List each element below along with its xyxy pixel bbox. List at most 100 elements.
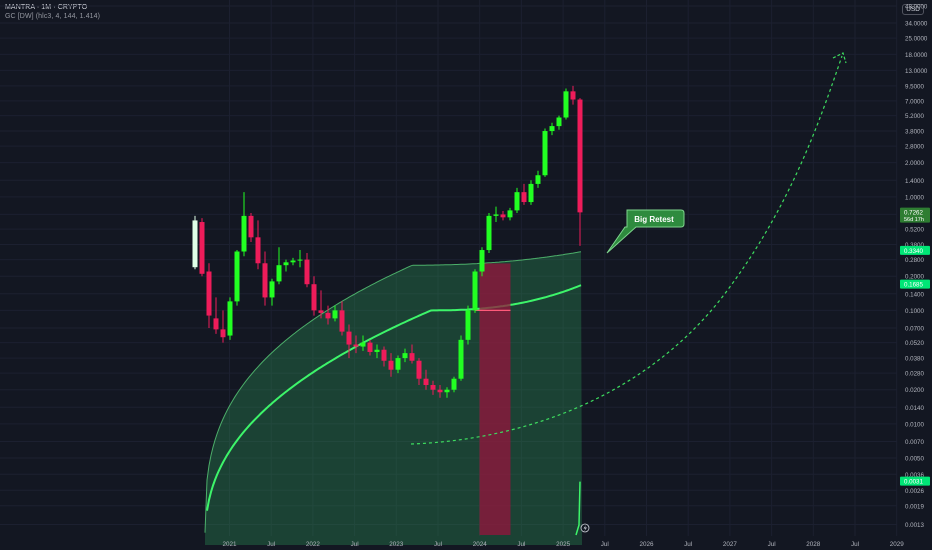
- candle-body: [528, 183, 534, 203]
- candle: [332, 305, 338, 322]
- y-tick-label: 0.1400: [905, 291, 924, 298]
- candle: [423, 369, 429, 390]
- projection-arrowhead: [832, 52, 847, 64]
- candle-body: [199, 222, 205, 274]
- x-tick-label: Jul: [684, 541, 692, 548]
- candle: [577, 98, 583, 246]
- candle: [528, 180, 534, 205]
- candle: [262, 251, 268, 306]
- y-tick-label: 0.3800: [905, 242, 924, 249]
- candle: [409, 344, 415, 364]
- candle: [486, 213, 492, 254]
- candle: [199, 218, 205, 277]
- candle: [458, 335, 464, 381]
- projection-arrow: [410, 55, 843, 445]
- candle: [220, 310, 226, 343]
- y-tick-label: 18.0000: [905, 52, 928, 59]
- y-tick-label: 5.2000: [905, 113, 924, 120]
- currency-button[interactable]: USD: [902, 4, 924, 15]
- candle: [360, 335, 366, 351]
- y-tick-label: 0.2800: [905, 257, 924, 264]
- candle-body: [402, 353, 408, 359]
- candle-body: [507, 210, 513, 218]
- candle: [227, 297, 233, 340]
- y-tick-label: 0.0019: [905, 503, 924, 510]
- price-label-bg: [900, 476, 930, 486]
- candle-body: [241, 215, 247, 252]
- y-tick-label: 0.2000: [905, 274, 924, 281]
- x-tick-label: 2026: [639, 541, 654, 548]
- candle-body: [220, 329, 226, 338]
- candle-body: [423, 378, 429, 386]
- candle: [507, 207, 513, 221]
- symbol-title: MANTRA · 1M · CRYPTO: [5, 4, 88, 11]
- candle: [367, 339, 373, 356]
- price-label-countdown: 56d 17h: [904, 217, 924, 223]
- price-label-bg: [900, 207, 930, 223]
- x-tick-label: 2023: [389, 541, 404, 548]
- candle: [255, 220, 261, 270]
- x-tick-label: 2025: [556, 541, 571, 548]
- gc-band-fill: [205, 251, 582, 545]
- candle-body: [297, 259, 303, 261]
- candle: [276, 247, 282, 285]
- candle: [500, 211, 506, 221]
- y-tick-label: 0.0280: [905, 371, 924, 378]
- candle: [192, 215, 198, 270]
- candle-body: [556, 117, 562, 127]
- price-label: 0.1685: [904, 282, 923, 289]
- indicator-legend[interactable]: GC [DW] (hlc3, 4, 144, 1.414): [5, 13, 101, 20]
- candle-body: [255, 237, 261, 264]
- y-tick-label: 1.0000: [905, 194, 924, 201]
- candle-body: [332, 310, 338, 319]
- candle-body: [234, 251, 240, 302]
- y-tick-label: 0.0050: [905, 456, 924, 463]
- candle-body: [542, 131, 548, 176]
- candle: [514, 187, 520, 214]
- candle: [556, 115, 562, 130]
- candle: [570, 85, 576, 105]
- candle: [290, 257, 296, 266]
- y-tick-label: 0.0380: [905, 356, 924, 363]
- candle-body: [479, 250, 485, 272]
- y-tick-label: 34.0000: [905, 21, 928, 28]
- x-tick-label: 2021: [222, 541, 237, 548]
- y-tick-label: 13.0000: [905, 68, 928, 75]
- candle-body: [395, 358, 401, 370]
- price-label-bg: [900, 245, 930, 255]
- y-tick-label: 48.0000: [905, 4, 928, 11]
- candle-body: [521, 192, 527, 203]
- y-tick-label: 0.0013: [905, 522, 924, 529]
- candle: [241, 192, 247, 257]
- candle-body: [311, 284, 317, 311]
- y-tick-label: 0.0100: [905, 421, 924, 428]
- y-tick-label: 0.5200: [905, 227, 924, 234]
- candle-body: [192, 220, 198, 268]
- candle: [535, 170, 541, 188]
- x-tick-label: 2027: [723, 541, 738, 548]
- x-tick-label: 2022: [306, 541, 321, 548]
- candle-body: [325, 312, 331, 319]
- candle-body: [549, 126, 555, 132]
- candle: [206, 263, 212, 328]
- y-tick-label: 7.0000: [905, 98, 924, 105]
- candle: [381, 346, 387, 367]
- candle-body: [451, 378, 457, 390]
- y-tick-label: 0.0036: [905, 472, 924, 479]
- candle: [465, 305, 471, 345]
- candle-body: [535, 175, 541, 184]
- gc-upper-line: [204, 251, 582, 533]
- retest-zone: [479, 263, 511, 535]
- price-label: 0.0031: [904, 479, 923, 486]
- candle-body: [465, 310, 471, 340]
- candle: [451, 376, 457, 393]
- y-tick-label: 3.8000: [905, 129, 924, 136]
- candle-body: [290, 260, 296, 263]
- candle-body: [430, 385, 436, 390]
- candle-body: [409, 353, 415, 361]
- candle-body: [346, 331, 352, 345]
- candle: [234, 250, 240, 306]
- candle: [269, 278, 275, 306]
- candle-body: [374, 349, 380, 352]
